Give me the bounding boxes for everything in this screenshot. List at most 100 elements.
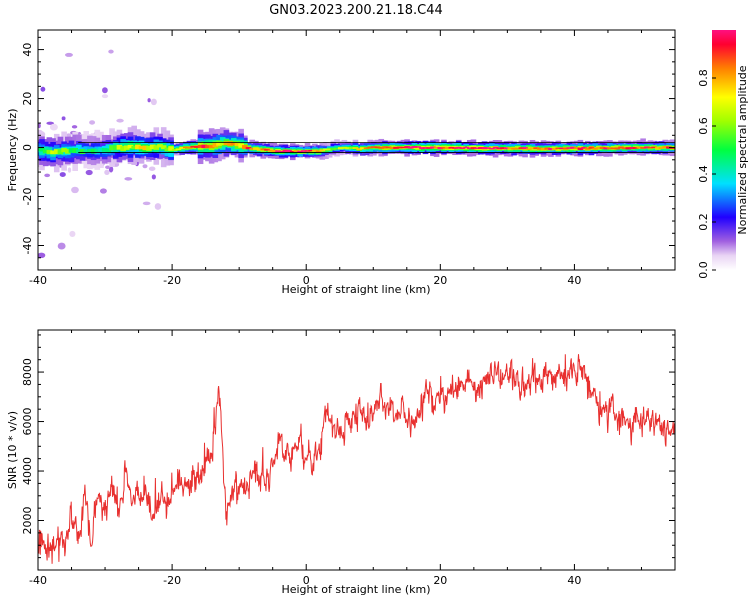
spectrogram-ytick-label: 20 xyxy=(21,92,34,106)
spectrogram-noise-blob xyxy=(85,169,93,176)
spectrogram-cell xyxy=(282,149,289,152)
spectrogram-cell xyxy=(334,146,340,150)
spectrogram-cell xyxy=(393,146,399,149)
spectrogram-cell xyxy=(570,146,576,149)
colorbar-tick-label: 0.2 xyxy=(697,213,710,231)
spectrogram-cell xyxy=(345,147,351,150)
spectrogram-cell xyxy=(330,148,337,151)
spectrogram-cell xyxy=(98,147,104,152)
snr-xtick-label: 40 xyxy=(567,574,581,587)
spectrogram-cell xyxy=(514,147,521,150)
spectrogram-cell xyxy=(371,146,377,148)
spectrogram-cell xyxy=(160,145,167,150)
spectrogram-noise-blob xyxy=(142,164,148,169)
spectrogram-ytick-label: -20 xyxy=(21,188,34,206)
spectrogram-noise-blob xyxy=(150,98,157,106)
spectrogram-cell xyxy=(463,146,469,149)
spectrogram-cell xyxy=(267,149,274,152)
spectrogram-noise-blob xyxy=(116,118,124,123)
spectrogram-noise-blob xyxy=(57,242,66,250)
spectrogram-cell xyxy=(632,147,639,149)
spectrogram-cell xyxy=(621,147,628,150)
spectrogram-cell xyxy=(459,147,466,149)
spectrogram-cell xyxy=(448,146,455,149)
spectrogram-cell xyxy=(489,147,495,150)
spectrogram-cell xyxy=(548,148,554,150)
spectrogram-noise-blob xyxy=(46,121,55,125)
spectrogram-cell xyxy=(610,147,617,150)
spectrogram-cell xyxy=(419,147,425,150)
spectrogram-cell xyxy=(65,149,71,154)
snr-xtick-label: -40 xyxy=(29,574,47,587)
spectrogram-cell xyxy=(171,149,178,151)
spectrogram-cell xyxy=(496,147,503,150)
spectrogram-cell xyxy=(245,147,252,150)
spectrogram-cell xyxy=(61,148,67,153)
spectrogram-cell xyxy=(186,146,193,149)
spectrogram-cell xyxy=(83,146,90,154)
spectrogram-cell xyxy=(341,146,348,149)
spectrogram-cell xyxy=(503,147,510,150)
spectrogram-cell xyxy=(175,148,182,150)
spectrogram-cell xyxy=(124,145,130,150)
spectrogram-noise-blob xyxy=(108,49,114,54)
spectrogram-noise-blob xyxy=(142,201,151,206)
spectrogram-cell xyxy=(507,147,514,150)
spectrogram-cell xyxy=(566,147,573,149)
spectrogram-cell xyxy=(109,145,115,151)
spectrogram-cell xyxy=(385,146,392,149)
spectrogram-cell xyxy=(90,148,97,154)
spectrogram-cell xyxy=(293,150,300,153)
spectrogram-cell xyxy=(599,146,606,149)
spectrogram-cell xyxy=(485,147,492,149)
spectrogram-cell xyxy=(522,147,528,150)
spectrogram-cell xyxy=(289,150,296,153)
spectrogram-cell xyxy=(596,147,602,149)
spectrogram-cell xyxy=(264,148,270,151)
spectrogram-cell xyxy=(319,149,326,152)
spectrogram-cell xyxy=(636,146,643,149)
spectrogram-cell xyxy=(348,147,355,149)
spectrogram-cell xyxy=(138,145,145,150)
snr-xtick-label: -20 xyxy=(163,574,181,587)
spectrogram-cell xyxy=(42,149,49,154)
spectrogram-cell xyxy=(492,146,499,149)
spectrogram-cell xyxy=(131,145,137,150)
spectrogram-cell xyxy=(326,148,333,151)
spectrogram-cell xyxy=(101,148,108,152)
spectrogram-cell xyxy=(360,147,366,150)
spectrogram-cell xyxy=(278,150,285,153)
spectrogram-cell xyxy=(525,148,532,150)
spectrogram-cell xyxy=(50,150,56,155)
colorbar: 0.0 0.2 0.4 0.6 0.8 Normalized spectral ampl… xyxy=(697,30,749,279)
spectrogram-cell xyxy=(415,146,421,148)
spectrogram-cell xyxy=(529,147,536,150)
spectrogram-cell xyxy=(46,150,53,154)
spectrogram-cell xyxy=(53,149,60,155)
spectrogram-cell xyxy=(625,147,632,150)
spectrogram-cell xyxy=(201,144,208,149)
spectrogram-cell xyxy=(76,149,82,154)
colorbar-tick-label: 0.6 xyxy=(697,117,710,135)
spectrogram-cell xyxy=(168,146,174,151)
snr-ytick-label: 8000 xyxy=(21,358,34,386)
spectrogram-cell xyxy=(455,146,462,149)
spectrogram-cell xyxy=(559,147,565,150)
spectrogram-noise-blob xyxy=(38,252,46,258)
snr-xlabel: Height of straight line (km) xyxy=(281,583,430,596)
spectrogram-cell xyxy=(194,145,200,148)
spectrogram-cell xyxy=(662,145,669,149)
spectrogram-cell xyxy=(426,147,433,149)
spectrogram-cell xyxy=(116,144,123,150)
spectrogram-cell xyxy=(511,147,517,150)
spectrogram-cell xyxy=(614,147,621,150)
spectrogram-cell xyxy=(68,148,75,153)
spectrogram-cell xyxy=(544,147,551,150)
spectrogram-cell xyxy=(260,148,267,151)
spectrogram-cell xyxy=(478,147,484,150)
spectrogram-cell xyxy=(540,147,547,151)
spectrogram-cell xyxy=(120,146,126,151)
spectrogram-cell xyxy=(618,146,624,149)
spectrogram-cell xyxy=(312,149,318,152)
